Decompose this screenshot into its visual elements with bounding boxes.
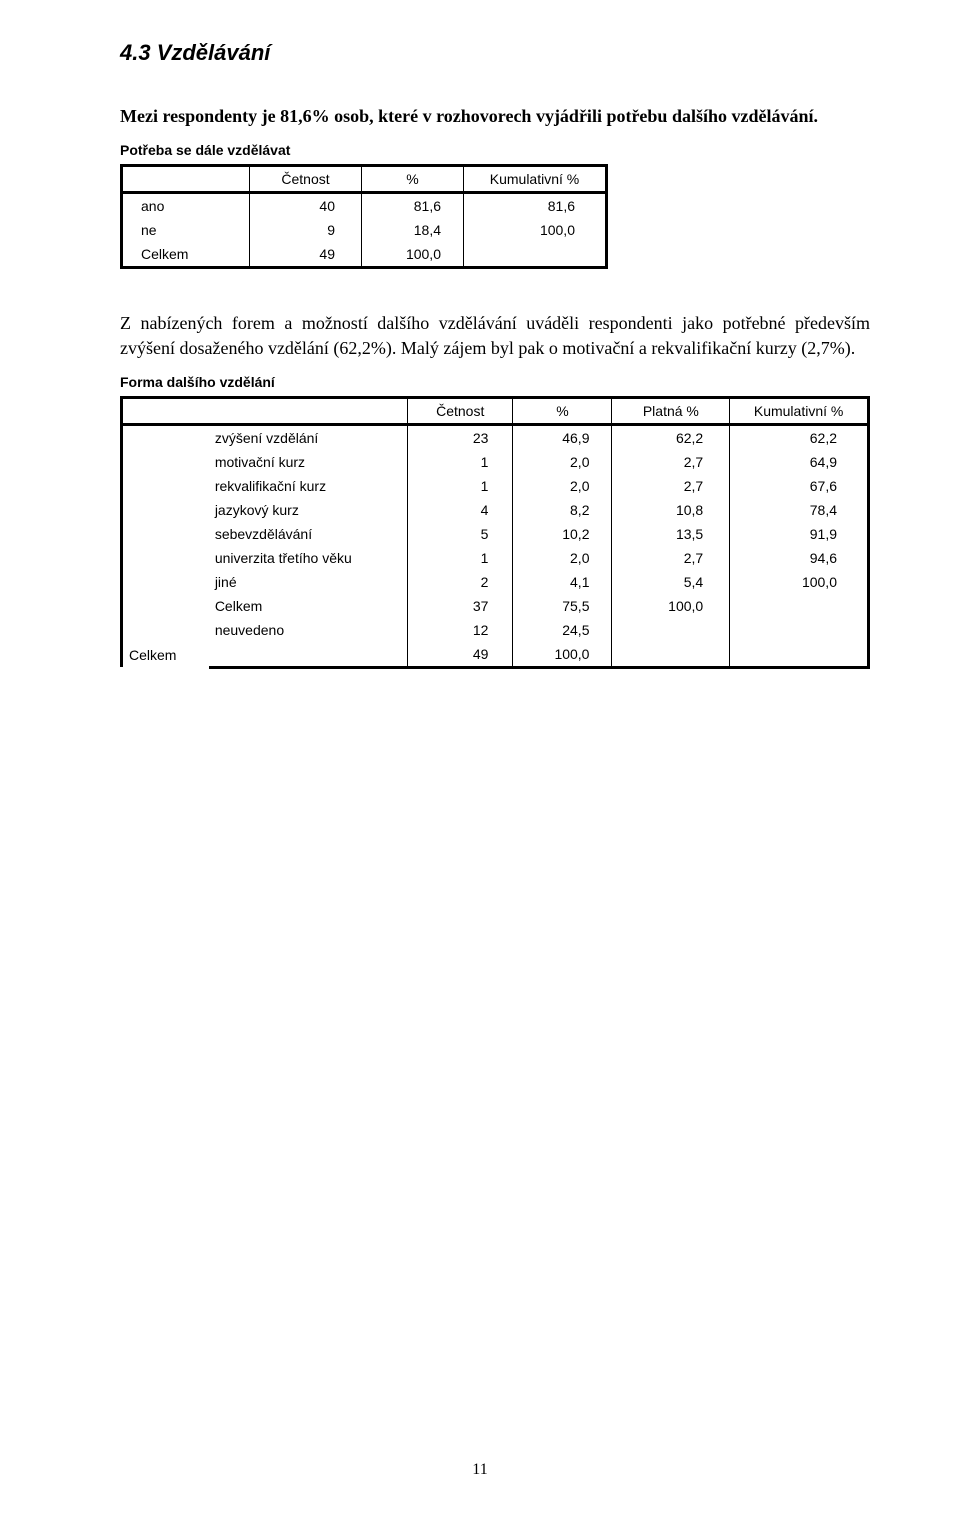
table2-col-pct: % <box>513 397 612 424</box>
t2-row-pct: 2,0 <box>513 546 612 570</box>
t2-row-plat: 5,4 <box>612 570 730 594</box>
table-row: jazykový kurz 4 8,2 10,8 78,4 <box>122 498 869 522</box>
t2-row-label: rekvalifikační kurz <box>209 474 408 498</box>
t2-row-plat <box>612 618 730 642</box>
t2-row-label: univerzita třetího věku <box>209 546 408 570</box>
t2-row-pct: 100,0 <box>513 642 612 668</box>
t1-row-kum <box>464 242 607 268</box>
t1-row-pct: 18,4 <box>362 218 464 242</box>
t1-row-label: ano <box>122 193 250 219</box>
t2-row-label: sebevzdělávání <box>209 522 408 546</box>
table-row: neuvedeno 12 24,5 <box>122 618 869 642</box>
t2-row-pct: 8,2 <box>513 498 612 522</box>
t2-row-label <box>209 642 408 668</box>
table-row: Celkem zvýšení vzdělání 23 46,9 62,2 62,… <box>122 424 869 450</box>
paragraph-intro: Mezi respondenty je 81,6% osob, které v … <box>120 104 870 128</box>
t2-row-pct: 4,1 <box>513 570 612 594</box>
t2-row-plat: 62,2 <box>612 424 730 450</box>
t2-row-kum: 94,6 <box>730 546 869 570</box>
t2-row-kum: 64,9 <box>730 450 869 474</box>
table-row: 49 100,0 <box>122 642 869 668</box>
t2-row-pct: 75,5 <box>513 594 612 618</box>
table-row: Celkem 37 75,5 100,0 <box>122 594 869 618</box>
t2-row-pct: 24,5 <box>513 618 612 642</box>
table1-col-kum: Kumulativní % <box>464 166 607 193</box>
t2-row-cet: 2 <box>408 570 513 594</box>
t2-row-label: jazykový kurz <box>209 498 408 522</box>
table2-header-row: Četnost % Platná % Kumulativní % <box>122 397 869 424</box>
t2-row-plat <box>612 642 730 668</box>
t1-row-kum: 81,6 <box>464 193 607 219</box>
table-row: Celkem 49 100,0 <box>122 242 607 268</box>
table1-stub <box>122 166 250 193</box>
table-row: univerzita třetího věku 1 2,0 2,7 94,6 <box>122 546 869 570</box>
table2-col-platna: Platná % <box>612 397 730 424</box>
t2-row-cet: 1 <box>408 450 513 474</box>
table2-col-cetnost: Četnost <box>408 397 513 424</box>
table-row: rekvalifikační kurz 1 2,0 2,7 67,6 <box>122 474 869 498</box>
t2-row-plat: 2,7 <box>612 546 730 570</box>
page-number: 11 <box>0 1461 960 1479</box>
t2-row-kum: 78,4 <box>730 498 869 522</box>
t1-row-cet: 40 <box>250 193 362 219</box>
paragraph-2: Z nabízených forem a možností dalšího vz… <box>120 311 870 360</box>
t2-row-kum <box>730 642 869 668</box>
t1-row-cet: 49 <box>250 242 362 268</box>
t2-row-cet: 12 <box>408 618 513 642</box>
t2-row-kum: 62,2 <box>730 424 869 450</box>
t2-row-plat: 100,0 <box>612 594 730 618</box>
t2-row-plat: 10,8 <box>612 498 730 522</box>
t2-row-plat: 2,7 <box>612 474 730 498</box>
t2-group-label: Celkem <box>122 424 209 667</box>
page: 4.3 Vzdělávání Mezi respondenty je 81,6%… <box>0 0 960 1513</box>
table2-stub1 <box>122 397 209 424</box>
table-row: ano 40 81,6 81,6 <box>122 193 607 219</box>
table1-header-row: Četnost % Kumulativní % <box>122 166 607 193</box>
t2-row-kum: 67,6 <box>730 474 869 498</box>
t1-row-pct: 100,0 <box>362 242 464 268</box>
t2-row-pct: 2,0 <box>513 474 612 498</box>
table-row: motivační kurz 1 2,0 2,7 64,9 <box>122 450 869 474</box>
table-row: jiné 2 4,1 5,4 100,0 <box>122 570 869 594</box>
section-heading: 4.3 Vzdělávání <box>120 40 870 66</box>
table2-caption: Forma dalšího vzdělání <box>120 374 870 390</box>
t2-row-kum: 91,9 <box>730 522 869 546</box>
t2-row-cet: 1 <box>408 474 513 498</box>
table-forma: Četnost % Platná % Kumulativní % Celkem … <box>120 396 870 669</box>
t2-row-kum <box>730 594 869 618</box>
t2-row-label: zvýšení vzdělání <box>209 424 408 450</box>
t2-row-plat: 13,5 <box>612 522 730 546</box>
t1-row-label: ne <box>122 218 250 242</box>
t2-row-pct: 46,9 <box>513 424 612 450</box>
t2-row-cet: 5 <box>408 522 513 546</box>
table1-col-pct: % <box>362 166 464 193</box>
t1-row-cet: 9 <box>250 218 362 242</box>
t1-row-kum: 100,0 <box>464 218 607 242</box>
t2-row-pct: 10,2 <box>513 522 612 546</box>
t2-row-cet: 1 <box>408 546 513 570</box>
t2-row-kum: 100,0 <box>730 570 869 594</box>
table1-col-cetnost: Četnost <box>250 166 362 193</box>
table2-stub2 <box>209 397 408 424</box>
t1-row-label: Celkem <box>122 242 250 268</box>
t2-row-cet: 37 <box>408 594 513 618</box>
t1-row-pct: 81,6 <box>362 193 464 219</box>
table-potreba: Četnost % Kumulativní % ano 40 81,6 81,6… <box>120 164 608 269</box>
table1-caption: Potřeba se dále vzdělávat <box>120 142 870 158</box>
t2-row-plat: 2,7 <box>612 450 730 474</box>
t2-row-pct: 2,0 <box>513 450 612 474</box>
table-row: sebevzdělávání 5 10,2 13,5 91,9 <box>122 522 869 546</box>
t2-row-cet: 49 <box>408 642 513 668</box>
table-row: ne 9 18,4 100,0 <box>122 218 607 242</box>
table2-col-kum: Kumulativní % <box>730 397 869 424</box>
t2-row-cet: 23 <box>408 424 513 450</box>
t2-row-label: neuvedeno <box>209 618 408 642</box>
t2-row-cet: 4 <box>408 498 513 522</box>
t2-row-label: motivační kurz <box>209 450 408 474</box>
t2-row-label: jiné <box>209 570 408 594</box>
t2-row-kum <box>730 618 869 642</box>
t2-row-label: Celkem <box>209 594 408 618</box>
